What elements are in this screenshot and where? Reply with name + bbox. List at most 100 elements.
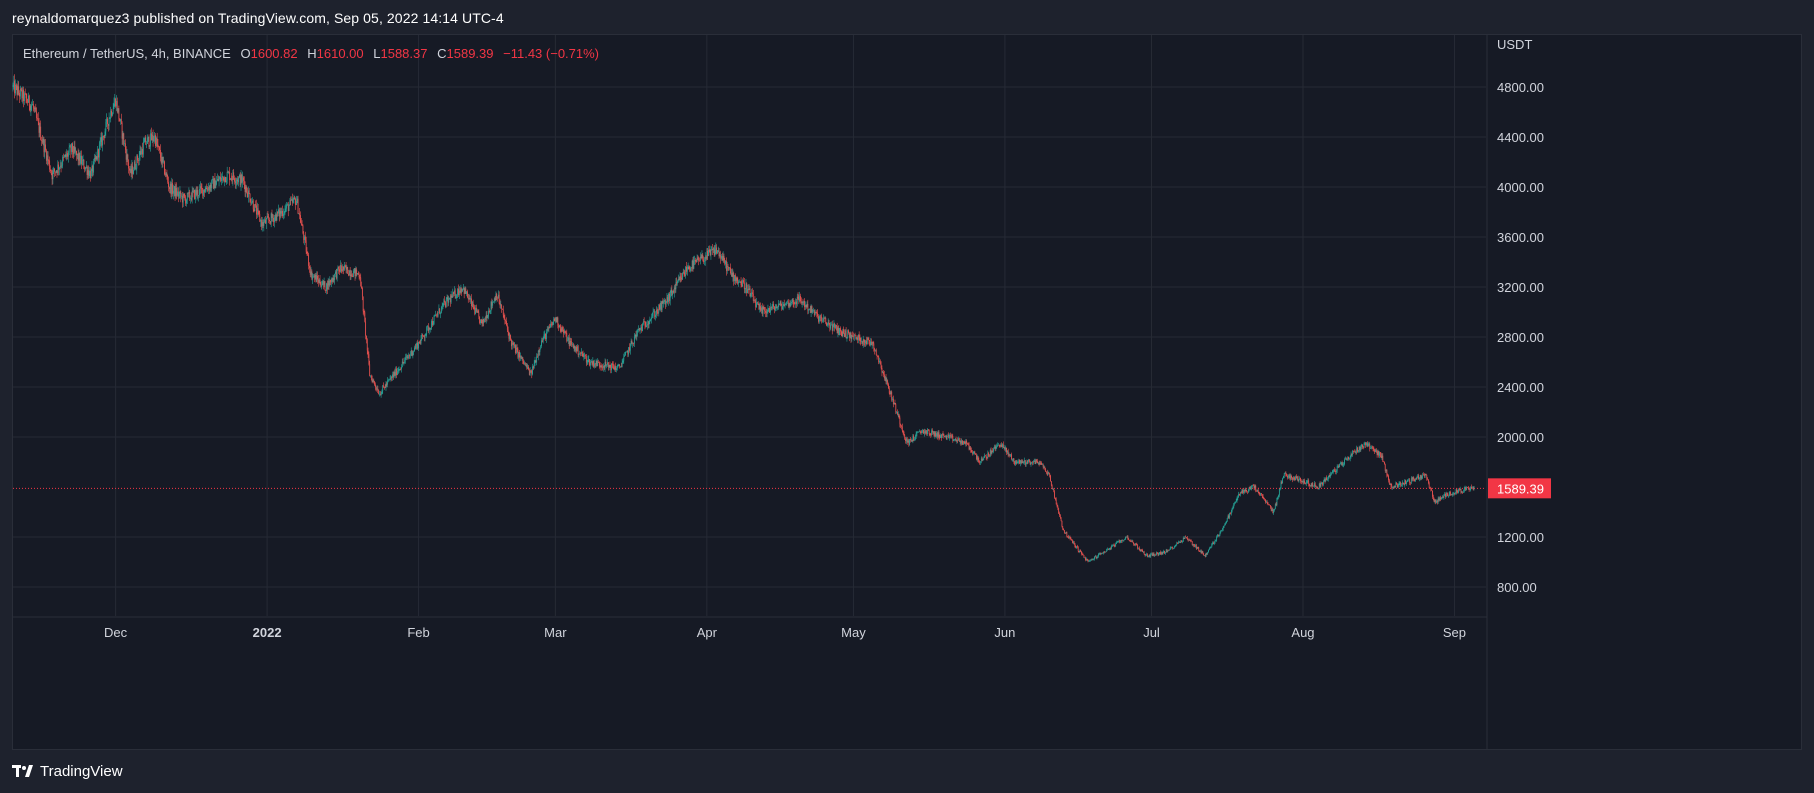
candle-body [1260,493,1262,495]
candle-body [952,436,954,442]
candle-body [761,307,762,311]
candle-body [1167,550,1169,552]
candle [453,291,454,297]
candle [1131,539,1133,542]
candle-body [862,339,864,344]
candle [184,193,186,201]
candle [252,199,254,213]
candle [379,390,381,396]
candle [628,347,630,357]
candle-body [974,451,976,454]
candle-body [136,155,138,169]
candle [216,176,217,186]
candle [374,382,376,391]
candle-body [348,273,349,276]
candle [270,212,272,228]
candle [199,184,200,198]
candle-body [352,276,353,278]
candle-body [717,250,718,254]
candle-body [217,178,218,181]
candle-body [1208,548,1210,550]
candle-body [523,361,525,364]
candle [168,186,170,194]
candle [1207,551,1209,555]
candle [1191,541,1193,546]
candle [494,296,496,301]
candle [107,117,108,129]
candle-body [662,301,664,304]
candle [1210,546,1212,549]
candle-body [643,321,645,323]
candle-body [586,361,588,363]
candle [623,353,625,364]
candle [813,309,815,317]
candle-body [313,275,314,277]
candle-body [471,298,472,307]
candle [416,341,418,350]
candle [41,134,43,145]
candle [350,269,352,280]
candle-body [475,307,477,312]
candle [1272,507,1274,514]
candle-body [875,349,876,351]
candle-body [1269,504,1270,506]
candle-body [1028,459,1029,462]
candle [1266,500,1268,505]
candle-body [89,170,91,179]
candle-body [1158,554,1160,556]
candle [660,300,661,312]
candle [1037,458,1038,464]
candle-body [1037,461,1038,464]
candle-body [1100,553,1102,555]
candle [28,94,30,111]
candle [788,302,790,310]
chart-frame[interactable] [12,34,1802,750]
candle-body [243,177,244,181]
candle [1258,491,1260,495]
candle-body [524,362,525,364]
candle-body [1057,506,1059,509]
candle [1075,545,1077,549]
candle [134,156,136,170]
candle [1098,552,1099,558]
candle-body [879,361,880,363]
candle [907,439,909,444]
candle [693,255,695,270]
candle [138,157,139,166]
candle-body [436,314,437,316]
candle [904,434,906,440]
candle-body [841,332,843,337]
candle [819,314,821,322]
candle-body [827,322,829,324]
candle-body [475,307,476,314]
candle-body [565,332,567,334]
candle-body [312,276,314,280]
candle-body [294,197,296,199]
candle-body [564,330,566,333]
candle [1353,450,1354,454]
candle-body [291,198,292,201]
candle [1010,454,1012,458]
candle [444,296,446,306]
candle [610,364,612,374]
candle [796,298,797,309]
candle-body [1228,515,1230,518]
candle-body [151,134,153,141]
candle [597,358,599,367]
candle [1286,473,1288,477]
candle [497,296,498,302]
candle-body [1192,544,1194,545]
candle [1282,477,1284,484]
candle [728,266,730,271]
candle-body [766,311,768,314]
candle-body [269,221,271,224]
candle [807,299,809,315]
candle-body [1136,543,1138,546]
candle-body [37,118,38,119]
candle [876,354,878,360]
candle-body [1265,501,1267,503]
candle-body [1345,458,1347,460]
candle-body [336,268,338,279]
candle [274,212,276,222]
